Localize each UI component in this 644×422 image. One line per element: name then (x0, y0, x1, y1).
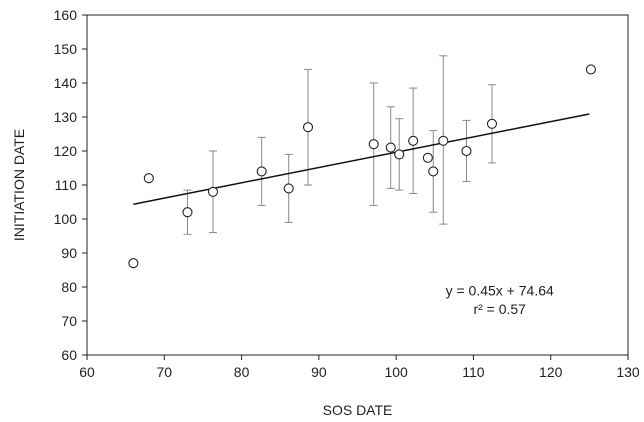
y-tick-label: 150 (54, 41, 78, 57)
data-point (385, 142, 396, 153)
plot-frame (86, 14, 629, 356)
data-point (394, 149, 405, 160)
y-tick-label: 160 (54, 7, 78, 23)
x-axis-title: SOS DATE (323, 402, 393, 418)
y-tick-label: 90 (61, 245, 77, 261)
y-axis-title: INITIATION DATE (11, 129, 27, 241)
y-tick-label: 120 (54, 143, 78, 159)
data-points (128, 64, 596, 269)
data-point (486, 118, 498, 129)
x-tick-label: 130 (616, 364, 640, 380)
y-tick-label: 140 (54, 75, 78, 91)
data-point (302, 122, 314, 133)
data-point (428, 166, 439, 177)
x-tick-label: 90 (311, 364, 327, 380)
axes: 60 70 80 90 100 110 120 130 60 70 80 90 100 110 120 130… (54, 7, 640, 380)
data-point (128, 258, 139, 269)
trendline-group (133, 113, 590, 205)
data-point (368, 139, 379, 150)
error-bars (183, 55, 496, 235)
data-point (585, 64, 596, 75)
trendline (133, 113, 590, 205)
data-point (461, 145, 472, 157)
x-tick-label: 70 (156, 364, 172, 380)
data-point (438, 135, 449, 146)
data-point (283, 183, 294, 194)
data-point (422, 152, 433, 163)
data-point (256, 166, 267, 177)
y-tick-label: 60 (61, 347, 77, 363)
equation-label: y = 0.45x + 74.64 (446, 282, 554, 298)
y-tick-label: 80 (61, 279, 77, 295)
data-point (143, 173, 154, 184)
y-tick-label: 70 (61, 313, 77, 329)
x-tick-label: 80 (234, 364, 250, 380)
data-point (207, 186, 219, 197)
data-point (408, 135, 419, 146)
r-squared-label: r² = 0.57 (473, 301, 526, 317)
y-tick-label: 100 (54, 211, 78, 227)
y-tick-label: 130 (54, 109, 78, 125)
x-tick-label: 120 (539, 364, 563, 380)
x-tick-label: 60 (79, 364, 95, 380)
data-point (182, 207, 193, 218)
y-tick-label: 110 (55, 177, 78, 193)
x-tick-label: 110 (462, 364, 485, 380)
x-tick-label: 100 (384, 364, 408, 380)
